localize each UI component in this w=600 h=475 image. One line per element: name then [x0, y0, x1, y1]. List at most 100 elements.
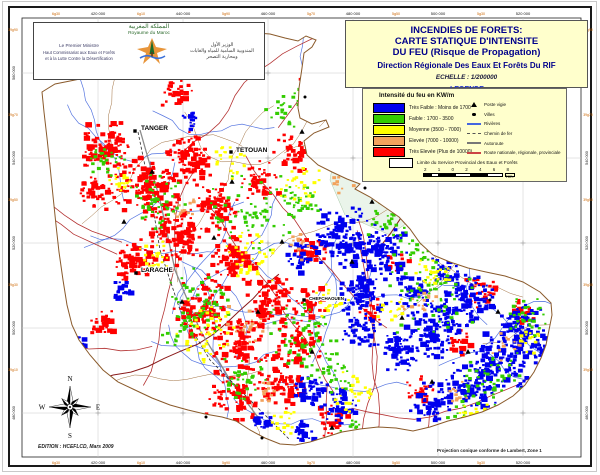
- svg-text:39g90: 39g90: [583, 28, 593, 32]
- compass-letter: E: [96, 404, 100, 412]
- legend: Intensité du feu en KW/m Très Faible : M…: [362, 88, 567, 182]
- town-dot-icon: [363, 186, 367, 190]
- watchtower-icon: [229, 179, 235, 184]
- watchtower-icon: [299, 129, 305, 134]
- svg-text:420 000: 420 000: [91, 460, 106, 465]
- class-color-swatch: [373, 135, 405, 146]
- limit-label: Limite du Service Provincial des Eaux et…: [417, 160, 518, 166]
- svg-text:6g30: 6g30: [52, 12, 60, 16]
- city-labels: TANGER TETOUAN LARACHE CHEFCHAOUEN: [133, 124, 345, 302]
- legend-symbol-row: Route nationale, régionale, provinciale: [467, 148, 561, 158]
- svg-text:6g10: 6g10: [137, 12, 145, 16]
- watchtower-icon: [121, 219, 127, 224]
- map-title-line3: DU FEU (Risque de Propagation): [392, 47, 541, 59]
- kingdom-header: المملكة المغربية Royaume du Maroc: [34, 23, 264, 36]
- svg-text:39g70: 39g70: [8, 113, 18, 117]
- svg-text:39g70: 39g70: [583, 113, 593, 117]
- svg-text:5g30: 5g30: [477, 12, 485, 16]
- svg-text:500 000: 500 000: [431, 11, 446, 16]
- watchtower-icon: [179, 299, 185, 304]
- compass-letter: W: [39, 404, 46, 412]
- edition-note: EDITION : HCEFLCD, Mars 2009: [38, 444, 114, 450]
- title-block: INCENDIES DE FORETS: CARTE STATIQUE D'IN…: [345, 20, 588, 93]
- svg-text:460 000: 460 000: [261, 11, 276, 16]
- svg-text:5g50: 5g50: [392, 12, 400, 16]
- svg-text:480 000: 480 000: [346, 11, 361, 16]
- town-dot-icon: [488, 298, 492, 302]
- svg-text:560 000: 560 000: [12, 66, 16, 80]
- svg-text:500 000: 500 000: [12, 321, 16, 335]
- city-marker-icon: [302, 298, 306, 302]
- svg-text:520 000: 520 000: [516, 460, 531, 465]
- institution-arabic: الوزير الأول المندوبية السامية للمياه وا…: [190, 42, 254, 60]
- svg-text:5g90: 5g90: [222, 461, 230, 465]
- line-gray-icon: [467, 141, 481, 145]
- compass-letter: S: [68, 432, 72, 440]
- triangle-icon: [471, 102, 477, 108]
- svg-text:5g90: 5g90: [222, 12, 230, 16]
- map-title-line2: CARTE STATIQUE D'INTENSITE: [394, 36, 539, 48]
- watchtower-icon: [399, 315, 405, 320]
- symbol-label: Rivières: [484, 121, 501, 127]
- watchtower-icon: [149, 169, 155, 174]
- svg-text:6g30: 6g30: [52, 461, 60, 465]
- legend-class-row: Elevée (7000 - 10000): [373, 135, 472, 146]
- symbol-label: Poste vigie: [484, 102, 507, 108]
- svg-text:5g50: 5g50: [392, 461, 400, 465]
- svg-text:5g70: 5g70: [307, 461, 315, 465]
- watchtower-icon: [255, 309, 261, 314]
- scale-bar: 2 1 0 2 4 6 8 Km.: [421, 167, 517, 179]
- city-marker-icon: [134, 271, 138, 275]
- watchtower-icon: [329, 425, 335, 430]
- legend-title: Intensité du feu en KW/m: [379, 92, 455, 99]
- scale-segment: [423, 173, 432, 177]
- svg-text:5g30: 5g30: [477, 461, 485, 465]
- kingdom-french: Royaume du Maroc: [128, 30, 170, 36]
- scale-segment: [431, 173, 440, 177]
- watchtower-icon: [429, 379, 435, 384]
- town-dot-icon: [260, 436, 264, 440]
- svg-text:39g10: 39g10: [583, 368, 593, 372]
- limit-swatch: [389, 158, 413, 168]
- class-label: Très Faible : Moins de 1700: [409, 104, 471, 111]
- scale-bar-numbers: 2 1 0 2 4 6 8: [423, 167, 515, 172]
- region-outline: [41, 32, 553, 446]
- svg-text:5g70: 5g70: [307, 12, 315, 16]
- class-color-swatch: [373, 113, 405, 124]
- svg-text:39g10: 39g10: [8, 368, 18, 372]
- hceflcd-logo: [137, 37, 167, 64]
- watchtower-icon: [211, 235, 217, 240]
- scale-segment: [439, 173, 456, 177]
- scale-bar-segments: Km.: [421, 173, 517, 179]
- map-subtitle: Direction Régionale Des Eaux Et Forêts D…: [377, 60, 556, 70]
- city-marker-icon: [229, 150, 233, 154]
- legend-intensity-classes: Très Faible : Moins de 1700 Faible : 1700…: [373, 102, 472, 157]
- town-dot-icon: [204, 415, 208, 419]
- svg-text:480 000: 480 000: [12, 406, 16, 420]
- svg-text:520 000: 520 000: [516, 11, 531, 16]
- scale-unit: Km.: [505, 173, 515, 179]
- legend-symbol-row: Chemin de fer: [467, 129, 561, 139]
- svg-text:480 000: 480 000: [346, 460, 361, 465]
- watchtower-icon: [309, 349, 315, 354]
- institution-french: Le Premier Ministre Haut Commissariat au…: [43, 42, 115, 61]
- svg-text:500 000: 500 000: [431, 460, 446, 465]
- watchtower-icon: [465, 349, 471, 354]
- city-marker-icon: [133, 129, 137, 133]
- svg-text:440 000: 440 000: [176, 11, 191, 16]
- line-red-icon: [467, 151, 481, 154]
- legend-symbols: Poste vigie Villes Rivières Chemin de fer Au…: [467, 100, 561, 158]
- compass-rose: N S E W: [39, 375, 100, 440]
- svg-text:39g50: 39g50: [583, 198, 593, 202]
- scale-segment: [487, 173, 504, 177]
- map-markers: [121, 95, 501, 440]
- svg-text:440 000: 440 000: [176, 460, 191, 465]
- projection-note: Projection conique conforme de Lambert, …: [437, 448, 542, 453]
- svg-text:6g10: 6g10: [137, 461, 145, 465]
- legend-limit-row: Limite du Service Provincial des Eaux et…: [389, 158, 518, 168]
- compass-letter: N: [67, 375, 72, 383]
